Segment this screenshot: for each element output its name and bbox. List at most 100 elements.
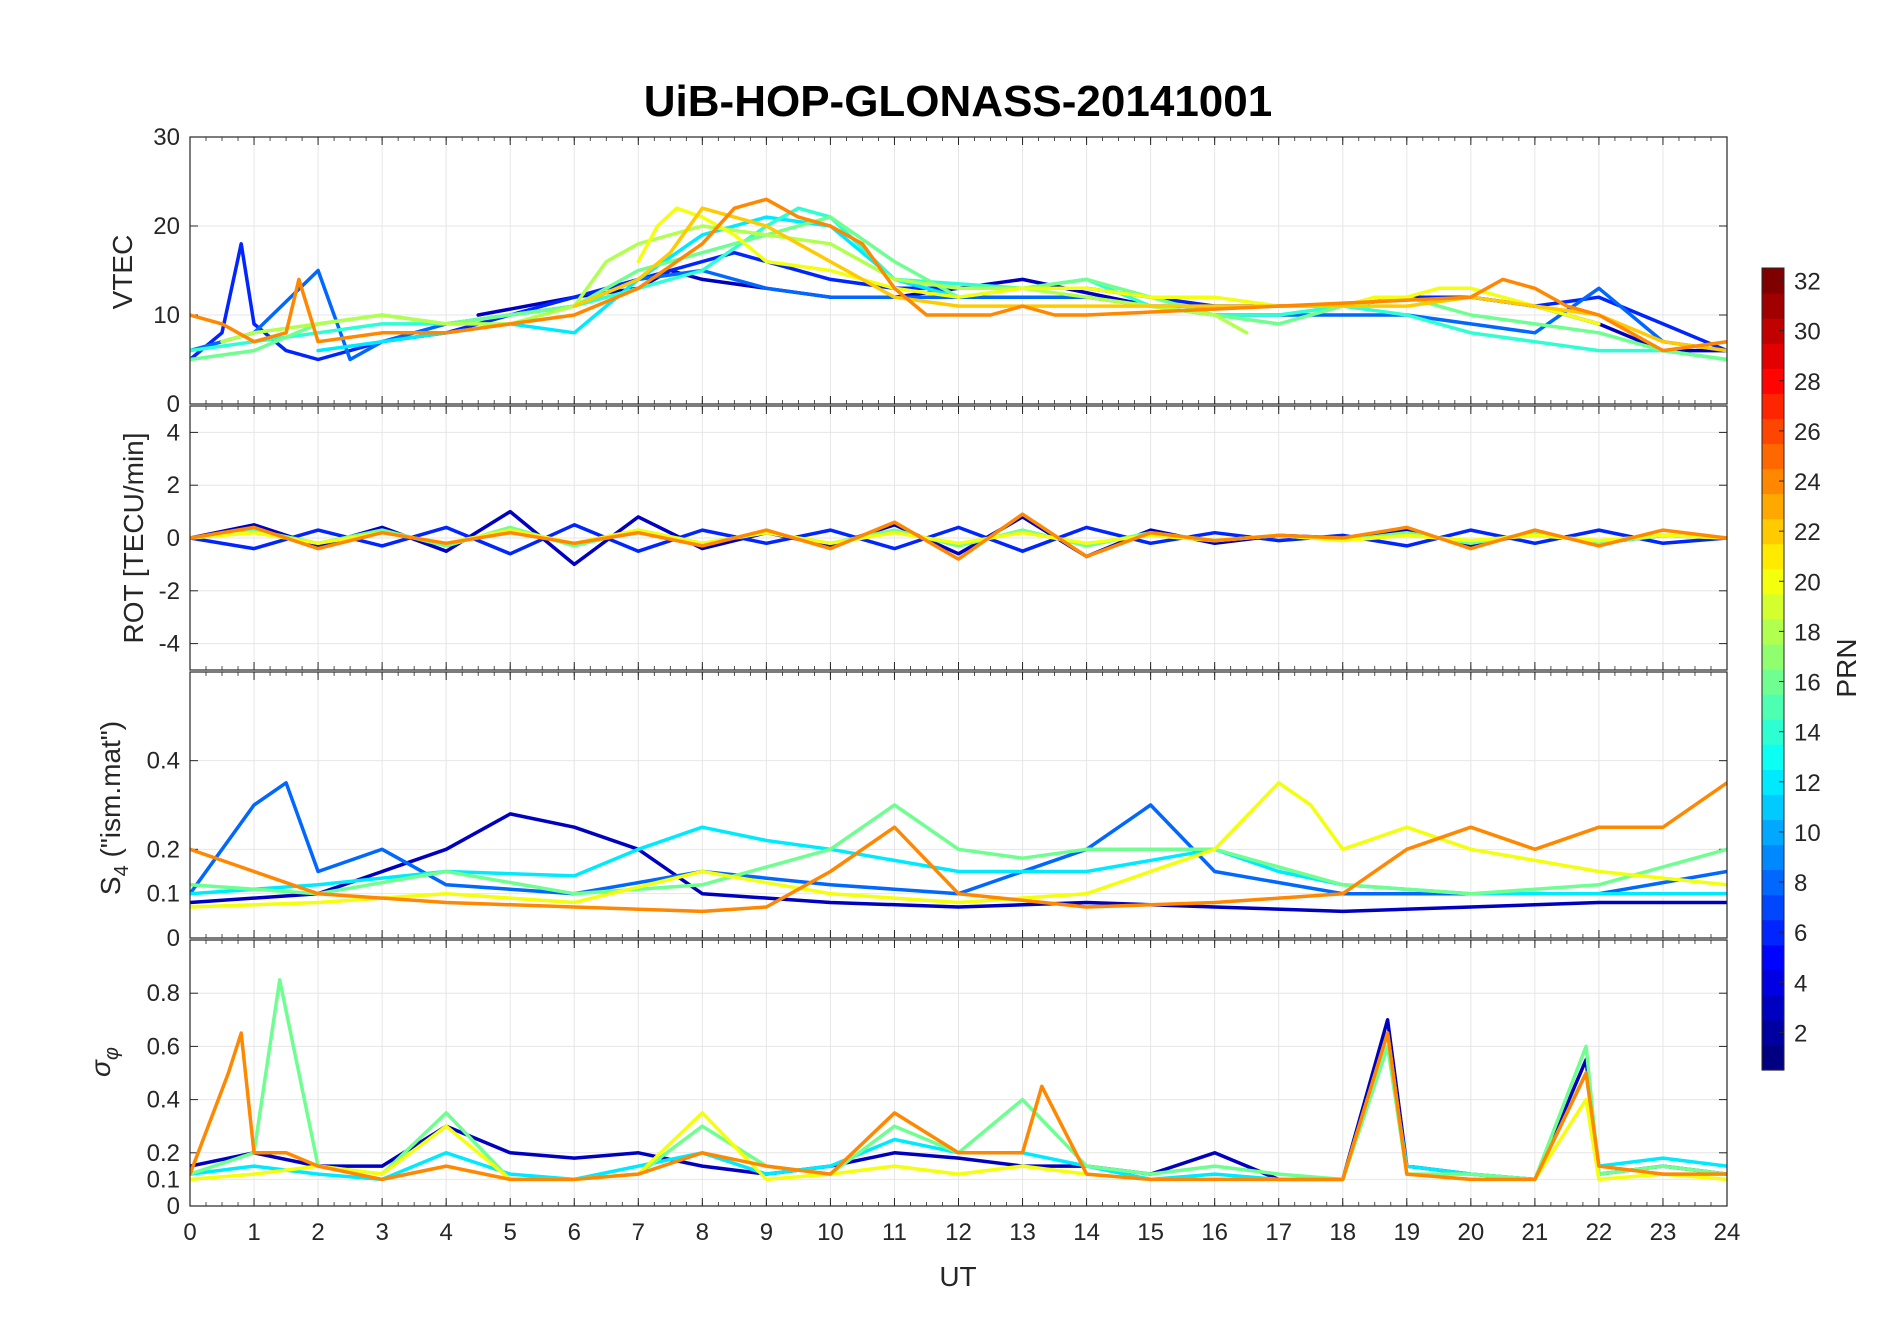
colorbar-tick-label: 10 [1794, 820, 1821, 847]
x-tick-label: 17 [1265, 1219, 1292, 1246]
colorbar-tick-label: 14 [1794, 720, 1821, 747]
x-tick-label: 11 [882, 1219, 907, 1246]
colorbar-frame [1761, 267, 1785, 1071]
colorbar-tick-label: 8 [1794, 870, 1807, 897]
colorbar-segment [1762, 794, 1784, 820]
y-tick-label: 0.8 [147, 980, 180, 1007]
x-tick-label: 2 [311, 1219, 324, 1246]
colorbar-tick-label: 18 [1794, 619, 1821, 646]
ylabel-sigma-phi: σφ [85, 1047, 123, 1077]
x-tick-label: 22 [1586, 1219, 1613, 1246]
colorbar-segment [1762, 643, 1784, 670]
series-line-prn-18 [220, 224, 1249, 344]
y-tick-label: 2 [167, 472, 180, 499]
x-tick-label: 19 [1393, 1219, 1420, 1246]
colorbar-segment [1762, 268, 1784, 294]
colorbar-segment [1762, 543, 1784, 570]
series-group [190, 197, 1727, 362]
colorbar-segment [1762, 343, 1784, 369]
series-group [190, 978, 1727, 1182]
x-tick-label: 1 [247, 1219, 260, 1246]
x-tick-label: 0 [183, 1219, 196, 1246]
x-tick-label: 5 [504, 1219, 517, 1246]
plot-frame [189, 405, 1728, 671]
y-tick-label: 0.4 [147, 1087, 180, 1114]
colorbar-segment [1762, 593, 1784, 620]
x-tick-label: 14 [1073, 1219, 1100, 1246]
plot-frame [189, 136, 1728, 405]
colorbar-tick-label: 30 [1794, 319, 1821, 346]
colorbar-tick-label: 2 [1794, 1020, 1807, 1047]
colorbar-segment [1762, 819, 1784, 846]
series-line-prn-22 [572, 206, 1727, 353]
colorbar-segment [1762, 493, 1784, 520]
y-tick-label: 10 [153, 302, 180, 329]
colorbar-segment [1762, 719, 1784, 745]
y-tick-label: 0 [167, 391, 180, 418]
colorbar-segment [1762, 894, 1784, 921]
colorbar-segment [1762, 393, 1784, 419]
colorbar-tick-label: 16 [1794, 670, 1821, 697]
series-line-prn-24 [190, 781, 1727, 914]
x-tick-label: 4 [439, 1219, 452, 1246]
series-line-prn-6 [190, 523, 1727, 556]
plot-frame [189, 671, 1728, 939]
colorbar-tick-label: 28 [1794, 369, 1821, 396]
colorbar-segment [1762, 969, 1784, 996]
series-group [190, 509, 1727, 567]
y-tick-label: 0.1 [147, 1166, 180, 1193]
chart-title: UiB-HOP-GLONASS-20141001 [644, 77, 1272, 126]
y-tick-label: 0 [167, 525, 180, 552]
colorbar-segment [1762, 443, 1784, 470]
y-tick-label: 0.2 [147, 836, 180, 863]
xlabel: UT [939, 1261, 976, 1292]
x-tick-label: 23 [1650, 1219, 1677, 1246]
colorbar-segment [1762, 769, 1784, 795]
colorbar-segment [1762, 468, 1784, 495]
series-line-prn-20 [636, 206, 1601, 326]
x-tick-label: 9 [760, 1219, 773, 1246]
y-tick-label: 0 [167, 925, 180, 952]
panel-s4: 0 0.1 0.2 0.4 [147, 671, 1728, 952]
x-tick-label: 6 [568, 1219, 581, 1246]
colorbar-tick-label: 20 [1794, 569, 1821, 596]
x-tick-label: 16 [1201, 1219, 1228, 1246]
colorbar-segment [1762, 844, 1784, 871]
colorbar-segment [1762, 618, 1784, 645]
panel-vtec: 0 10 20 30 [153, 124, 1728, 418]
y-tick-label: 4 [167, 419, 180, 446]
colorbar-segment [1762, 368, 1784, 394]
series-line-prn-24 [190, 512, 1727, 561]
x-tick-label: 8 [696, 1219, 709, 1246]
y-tick-label: 0.4 [147, 748, 180, 775]
series-line-prn-3 [190, 509, 1727, 567]
series-line-prn-24 [190, 197, 1727, 353]
x-tick-label: 20 [1457, 1219, 1484, 1246]
colorbar-segment [1762, 1019, 1784, 1046]
colorbar-segment [1762, 1044, 1784, 1071]
y-tick-label: 0.2 [147, 1140, 180, 1167]
ylabel-vtec: VTEC [107, 235, 138, 310]
colorbar-tick-label: 26 [1794, 419, 1821, 446]
series-line-prn-16 [190, 525, 1727, 548]
x-tick-label: 10 [817, 1219, 844, 1246]
y-tick-label: 20 [153, 213, 180, 240]
colorbar-segment [1762, 293, 1784, 319]
colorbar-segment [1762, 944, 1784, 971]
y-tick-label: -2 [159, 578, 180, 605]
x-tick-label: 21 [1522, 1219, 1549, 1246]
colorbar-segment [1762, 694, 1784, 720]
x-tick-label: 12 [945, 1219, 972, 1246]
colorbar-tick-label: 12 [1794, 770, 1821, 797]
colorbar-tick-label: 22 [1794, 519, 1821, 546]
x-tick-label: 13 [1009, 1219, 1036, 1246]
series-line-prn-16 [190, 803, 1727, 896]
x-tick-label: 18 [1329, 1219, 1356, 1246]
panel-rot: -4 -2 0 2 4 [159, 405, 1728, 671]
x-tick-label: 7 [632, 1219, 645, 1246]
series-line-prn-3 [190, 812, 1727, 914]
ylabel-s4: S4 ("ism.mat") [95, 721, 133, 895]
y-tick-label: 0.6 [147, 1033, 180, 1060]
y-tick-label: 0.1 [147, 881, 180, 908]
